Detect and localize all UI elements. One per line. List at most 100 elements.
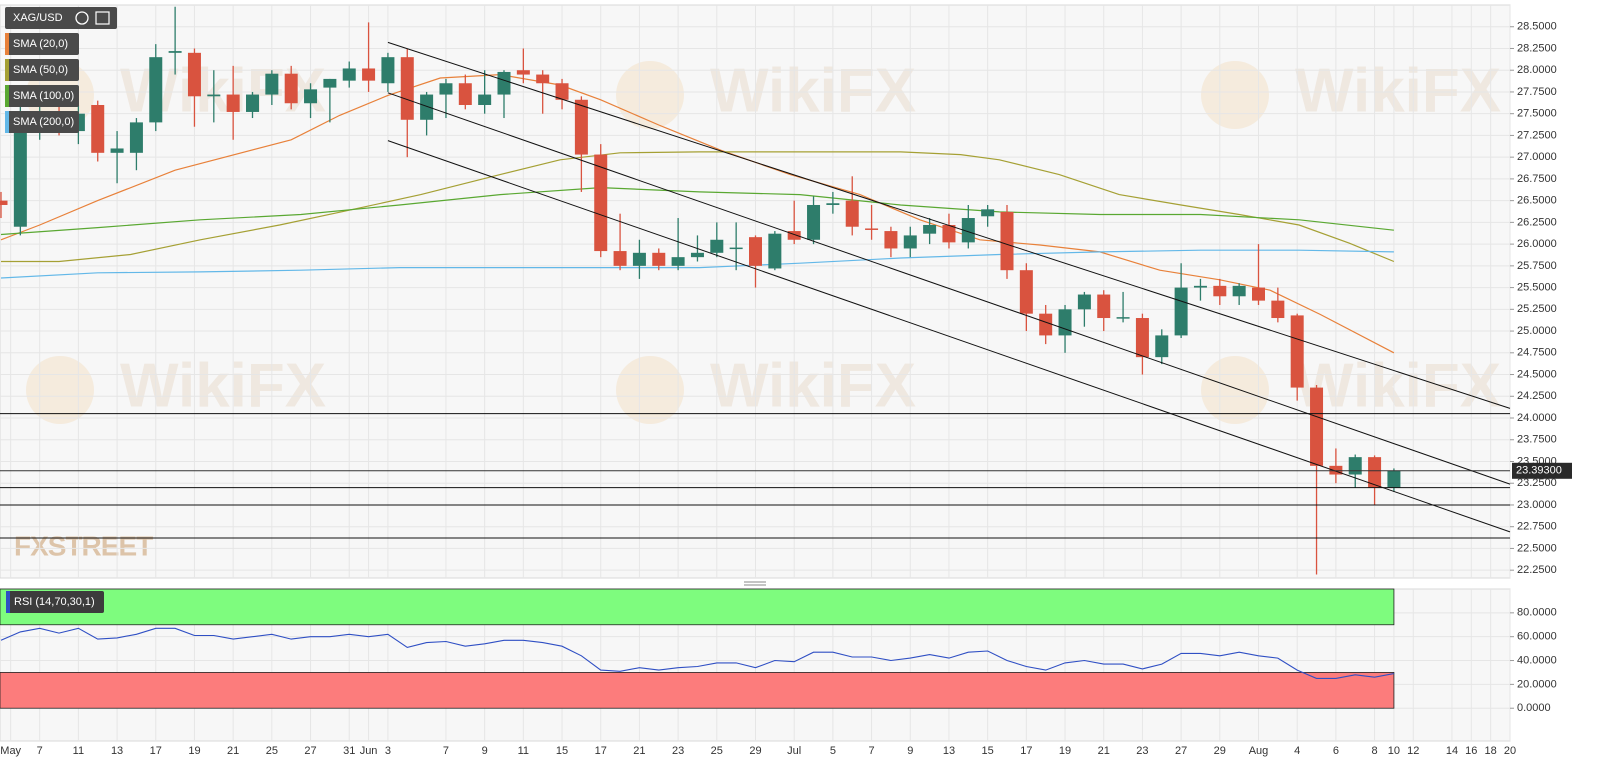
y-tick-label: 60.0000 [1517, 631, 1557, 643]
candle-body [1116, 317, 1130, 319]
x-tick-label: 11 [518, 745, 529, 757]
legend-box[interactable] [6, 591, 104, 613]
y-tick-label: 25.7500 [1517, 260, 1557, 272]
legend-swatch [5, 59, 9, 81]
x-tick-label: 19 [1059, 745, 1071, 757]
x-tick-label: 17 [150, 745, 162, 757]
x-tick-label: 4 [1294, 745, 1300, 757]
candle-body [884, 231, 898, 249]
x-tick-label: 12 [1407, 745, 1419, 757]
candle-body [768, 233, 782, 269]
candle-body [536, 74, 550, 84]
legend-label: SMA (100,0) [13, 90, 74, 102]
legend-box[interactable] [5, 7, 117, 29]
candle-body [845, 200, 859, 227]
candle-body [91, 104, 105, 153]
candle-body [110, 148, 124, 153]
x-tick-label: 19 [188, 745, 200, 757]
candle-body [323, 78, 337, 88]
y-tick-label: 22.2500 [1517, 564, 1557, 576]
y-tick-label: 25.2500 [1517, 303, 1557, 315]
y-tick-label: 28.2500 [1517, 42, 1557, 54]
sma-line [0, 249, 1394, 279]
y-tick-label: 25.0000 [1517, 325, 1557, 337]
y-tick-label: 22.7500 [1517, 521, 1557, 533]
calendar-icon[interactable] [95, 11, 110, 25]
x-tick-label: 21 [633, 745, 645, 757]
y-tick-label: 24.5000 [1517, 368, 1557, 380]
legend-swatch [5, 111, 9, 133]
x-tick-label: 7 [37, 745, 43, 757]
y-tick-label: 80.0000 [1517, 607, 1557, 619]
candle-body [652, 252, 666, 266]
candle-body [826, 203, 840, 205]
candle-body [13, 122, 27, 227]
y-tick-label: 23.2500 [1517, 477, 1557, 489]
candle-body [1019, 270, 1033, 314]
candle-body [903, 235, 917, 249]
watermark: WikiFX [1295, 56, 1501, 125]
rsi-line [0, 627, 1395, 679]
x-tick-label: 23 [672, 745, 684, 757]
x-tick-label: Aug [1249, 745, 1269, 757]
y-tick-label: 20.0000 [1517, 678, 1557, 690]
y-tick-label: 27.5000 [1517, 108, 1557, 120]
sma-line [0, 186, 1394, 236]
y-tick-label: 28.5000 [1517, 21, 1557, 33]
legend-label: XAG/USD [13, 12, 63, 24]
watermark-logo [1201, 356, 1269, 424]
x-tick-label: 18 [1485, 745, 1497, 757]
candle-body [1232, 285, 1246, 297]
candle-body [923, 224, 937, 234]
candle-body [1193, 285, 1207, 288]
x-tick-label: 21 [227, 745, 239, 757]
legend-label: SMA (20,0) [13, 38, 68, 50]
x-tick-label: 7 [443, 745, 449, 757]
x-tick-label: Jun [360, 745, 378, 757]
x-tick-label: 25 [266, 745, 278, 757]
x-tick-label: 6 [1333, 745, 1339, 757]
y-tick-label: 0.0000 [1517, 702, 1551, 714]
x-tick-label: May [0, 745, 21, 757]
candle-body [690, 252, 704, 258]
watermark: WikiFX [120, 351, 326, 420]
candle-body [1271, 300, 1285, 319]
watermark-logo [26, 356, 94, 424]
trend-line [387, 41, 1511, 409]
x-tick-label: 31 [343, 745, 355, 757]
x-tick-label: 17 [1020, 745, 1032, 757]
candle-body [420, 94, 434, 120]
candle-body [1000, 211, 1014, 271]
x-tick-label: 9 [482, 745, 488, 757]
y-tick-label: 26.0000 [1517, 238, 1557, 250]
watermark: WikiFX [710, 56, 916, 125]
watermark: WikiFX [710, 351, 916, 420]
candle-body [497, 71, 511, 95]
candle-body [400, 57, 414, 120]
candle-body [1174, 287, 1188, 336]
candle-body [1348, 457, 1362, 475]
candle-body [594, 154, 608, 252]
legend-box[interactable] [5, 85, 79, 107]
candle-body [749, 237, 762, 266]
candle-body [284, 73, 298, 104]
x-tick-label: 21 [1098, 745, 1110, 757]
refresh-icon[interactable] [75, 11, 89, 25]
y-tick-label: 27.2500 [1517, 129, 1557, 141]
candle-body [207, 94, 221, 97]
legend-box[interactable] [5, 33, 79, 55]
candle-body [671, 257, 685, 266]
y-tick-label: 24.0000 [1517, 412, 1557, 424]
legend-box[interactable] [5, 59, 79, 81]
candle-body [787, 231, 801, 240]
legend-swatch [6, 591, 10, 613]
candle-body [362, 68, 376, 81]
rsi-band [0, 672, 1395, 709]
x-tick-label: 3 [385, 745, 391, 757]
x-tick-label: 20 [1504, 745, 1516, 757]
candle-body [1058, 309, 1072, 336]
plot [0, 6, 1511, 709]
legend-box[interactable] [5, 111, 79, 133]
candle-body [555, 83, 569, 100]
